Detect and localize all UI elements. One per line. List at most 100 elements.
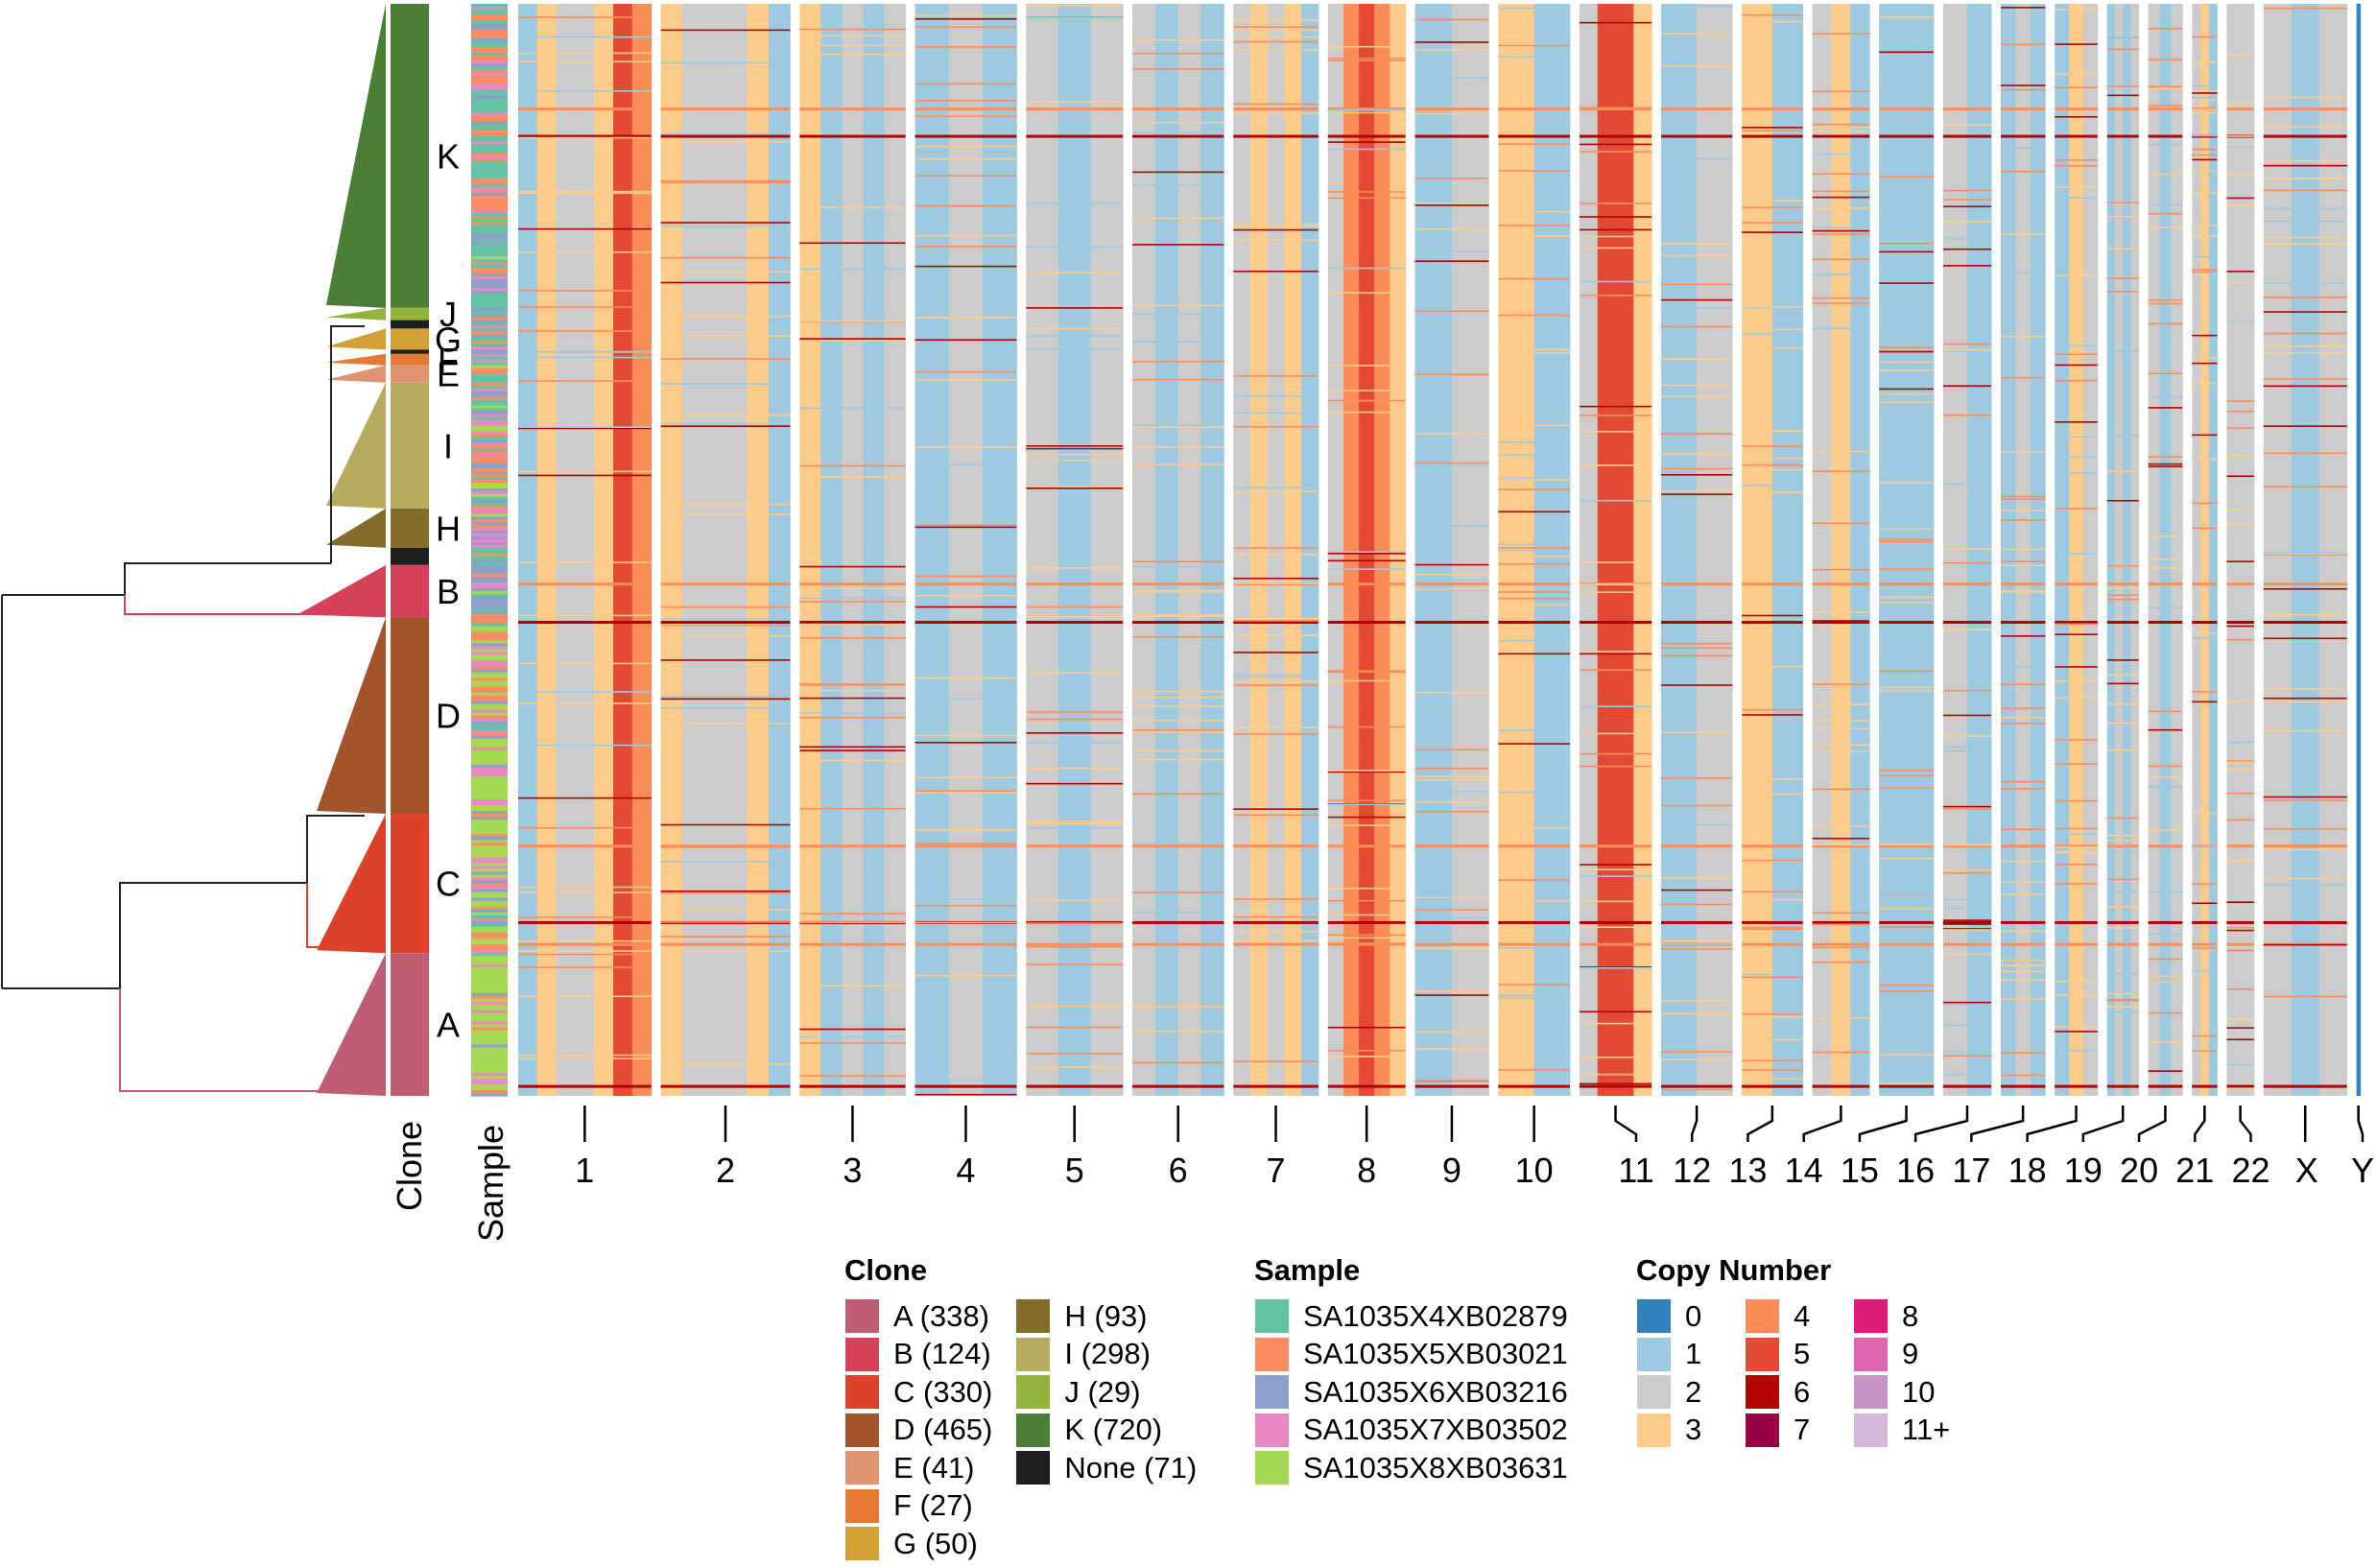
sample-stripe — [471, 344, 508, 347]
cn-cell-row — [1942, 929, 1992, 931]
cn-cell-row — [1498, 478, 1570, 481]
sample-stripe — [471, 649, 508, 653]
sample-stripe — [471, 933, 508, 937]
cn-cell-row — [1742, 1059, 1803, 1061]
cn-cell-row — [2226, 400, 2254, 402]
dendrogram-branch-lower — [2, 815, 365, 989]
cn-cell-row — [1742, 891, 1803, 893]
cn-cell-row — [1579, 583, 1652, 585]
cn-segment — [983, 4, 1017, 1096]
sample-stripe — [471, 150, 508, 154]
cn-cell-row — [1879, 755, 1934, 758]
cn-cell-row — [1879, 686, 1934, 689]
cn-segment — [2082, 4, 2099, 1096]
cn-cell-row — [2148, 958, 2183, 961]
sample-stripe — [471, 831, 508, 835]
cn-cell-row — [1498, 277, 1570, 280]
cn-gain-stripe — [2148, 920, 2183, 924]
sample-stripe — [471, 657, 508, 662]
cn-gain-stripe — [1327, 1084, 1406, 1088]
cn-gain-stripe — [2001, 134, 2046, 138]
sample-stripe — [471, 431, 508, 435]
sample-stripe — [471, 301, 508, 306]
copy-number-legend-item: 4 — [1745, 1297, 1836, 1336]
cn-cell-row — [1414, 41, 1489, 43]
sample-stripe — [471, 253, 508, 257]
sample-stripe — [471, 947, 508, 951]
cn-cell-row — [915, 828, 1017, 831]
cn-cell-row — [1132, 728, 1224, 731]
cn-gain-stripe — [1812, 844, 1870, 848]
cn-cell-row — [1661, 489, 1733, 492]
cn-cell-row — [1579, 151, 1652, 153]
cn-cell-row — [1414, 433, 1489, 435]
cn-cell-row — [1132, 843, 1224, 845]
cn-cell-row — [2148, 27, 2183, 30]
sample-stripe — [471, 843, 508, 846]
cn-cell-row — [2226, 321, 2254, 323]
cn-cell-row — [518, 136, 652, 139]
cn-cell-row — [518, 561, 652, 563]
cn-cell-row — [2055, 666, 2098, 668]
cn-gain-stripe — [1942, 134, 1992, 138]
cn-gain-stripe — [1879, 942, 1934, 946]
clone-legend-label: C (330) — [893, 1374, 993, 1409]
cn-cell-row — [1132, 313, 1224, 316]
chromosome-label-7: 7 — [1267, 1151, 1286, 1190]
cn-cell-row — [660, 950, 791, 953]
sample-stripe — [471, 761, 508, 766]
cn-cell-row — [1233, 939, 1319, 942]
sample-stripe — [471, 408, 508, 413]
cn-cell-row — [1742, 976, 1803, 979]
cn-cell-row — [1879, 538, 1934, 540]
sample-stripe — [471, 689, 508, 694]
sample-stripe — [471, 915, 508, 919]
cn-cell-row — [1879, 242, 1934, 245]
cn-cell-row — [799, 1028, 906, 1031]
cn-cell-row — [1327, 553, 1406, 555]
cn-gain-stripe — [1942, 942, 1992, 946]
cn-cell-row — [1026, 347, 1124, 350]
cn-cell-row — [1742, 491, 1803, 493]
sample-stripe — [471, 938, 508, 942]
sample-stripe — [471, 239, 508, 243]
sample-stripe — [471, 281, 508, 286]
cn-cell-row — [799, 320, 906, 322]
cn-gain-stripe — [1661, 107, 1733, 111]
cn-cell-row — [1942, 843, 1992, 846]
sample-stripe — [471, 164, 508, 168]
sample-stripe — [471, 1079, 508, 1082]
sample-stripe — [471, 26, 508, 31]
cn-cell-row — [2148, 975, 2183, 978]
cn-cell-row — [518, 426, 652, 428]
cn-gain-stripe — [915, 620, 1017, 624]
copy-number-legend-item: 3 — [1636, 1412, 1727, 1450]
chromosome-block-15 — [1879, 4, 1935, 1096]
sample-stripe — [471, 772, 508, 777]
clone-segment-f — [391, 353, 429, 366]
clone-swatch — [844, 1450, 880, 1486]
cn-cell-row — [518, 470, 652, 473]
sample-stripe — [471, 1012, 508, 1017]
sample-stripe — [471, 37, 508, 42]
cn-segment — [1249, 4, 1269, 1096]
sample-stripe — [471, 1007, 508, 1011]
cn-cell-row — [1661, 64, 1733, 67]
cn-cell-row — [2148, 322, 2183, 325]
cn-cell-row — [915, 1079, 1017, 1081]
cn-cell-row — [915, 157, 1017, 160]
sample-stripe — [471, 483, 508, 487]
sample-stripe — [471, 570, 508, 575]
cn-cell-row — [1661, 903, 1733, 906]
cn-segment — [2291, 4, 2320, 1096]
cn-cell-row — [1327, 568, 1406, 570]
cn-cell-row — [1498, 591, 1570, 593]
cn-cell-row — [1132, 171, 1224, 174]
sample-stripe — [471, 845, 508, 849]
cn-gain-stripe — [1879, 134, 1934, 138]
sample-stripe — [471, 567, 508, 572]
cn-gain-stripe — [660, 1084, 791, 1088]
cn-cell-row — [2226, 522, 2254, 525]
cn-cell-row — [660, 513, 791, 515]
